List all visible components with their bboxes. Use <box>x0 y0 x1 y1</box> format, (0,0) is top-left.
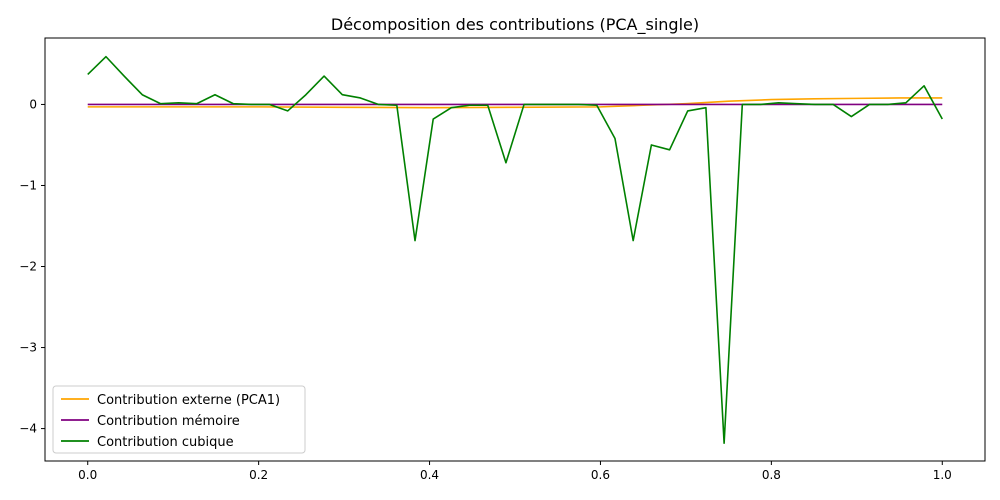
x-tick-label: 0.8 <box>762 468 781 482</box>
axes-layer: 0.0 0.2 0.4 0.6 0.8 1.0 0 −1 −2 −3 −4 <box>19 37 986 482</box>
plot-frame <box>44 37 986 462</box>
legend-label-2: Contribution cubique <box>97 435 234 450</box>
chart-title: Décomposition des contributions (PCA_sin… <box>331 15 699 35</box>
x-tick-label: 0.6 <box>591 468 610 482</box>
y-tick-label: −1 <box>19 178 37 192</box>
legend-label-0: Contribution externe (PCA1) <box>97 393 280 408</box>
x-tick-label: 0.4 <box>420 468 439 482</box>
x-tick-label: 1.0 <box>933 468 952 482</box>
x-tick-label: 0.0 <box>78 468 97 482</box>
series-line-0 <box>87 97 943 109</box>
y-tick-label: 0 <box>29 97 37 111</box>
y-tick-label: −3 <box>19 341 37 355</box>
legend: Contribution externe (PCA1) Contribution … <box>52 385 306 454</box>
y-tick-label: −4 <box>19 422 37 436</box>
legend-label-1: Contribution mémoire <box>97 414 240 429</box>
x-tick-label: 0.2 <box>249 468 268 482</box>
series-line-2 <box>87 55 943 444</box>
y-tick-label: −2 <box>19 260 37 274</box>
series-layer <box>87 55 943 444</box>
legend-box <box>52 385 306 454</box>
